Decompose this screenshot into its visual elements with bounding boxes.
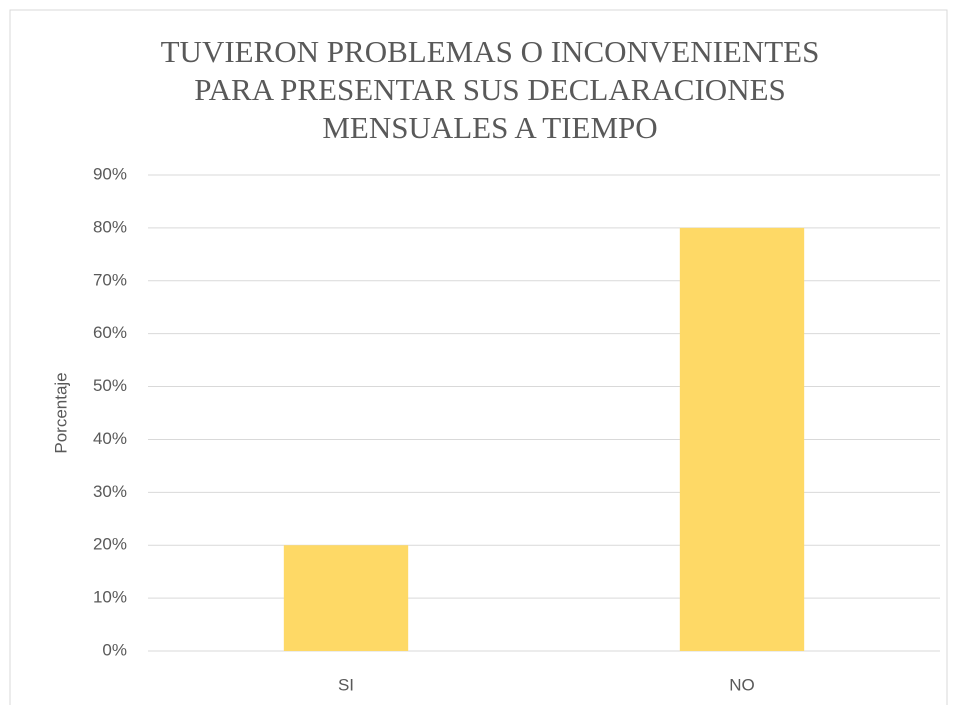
- y-tick-label: 30%: [93, 482, 127, 501]
- y-tick-label: 70%: [93, 270, 127, 289]
- y-tick-label: 0%: [102, 640, 127, 659]
- y-tick-label: 20%: [93, 535, 127, 554]
- y-axis-label: Porcentaje: [51, 372, 70, 453]
- chart-title: MENSUALES A TIEMPO: [322, 110, 657, 145]
- chart-title: PARA PRESENTAR SUS DECLARACIONES: [194, 72, 786, 107]
- y-tick-label: 50%: [93, 376, 127, 395]
- y-tick-label: 60%: [93, 323, 127, 342]
- bar: [283, 545, 409, 651]
- y-tick-label: 80%: [93, 217, 127, 236]
- x-tick-label: NO: [729, 675, 755, 694]
- y-tick-label: 10%: [93, 588, 127, 607]
- chart-title: TUVIERON PROBLEMAS O INCONVENIENTES: [161, 34, 820, 69]
- y-tick-label: 90%: [93, 164, 127, 183]
- y-tick-label: 40%: [93, 429, 127, 448]
- bar: [679, 227, 805, 651]
- x-tick-label: SI: [338, 675, 354, 694]
- chart-border: [9, 9, 948, 705]
